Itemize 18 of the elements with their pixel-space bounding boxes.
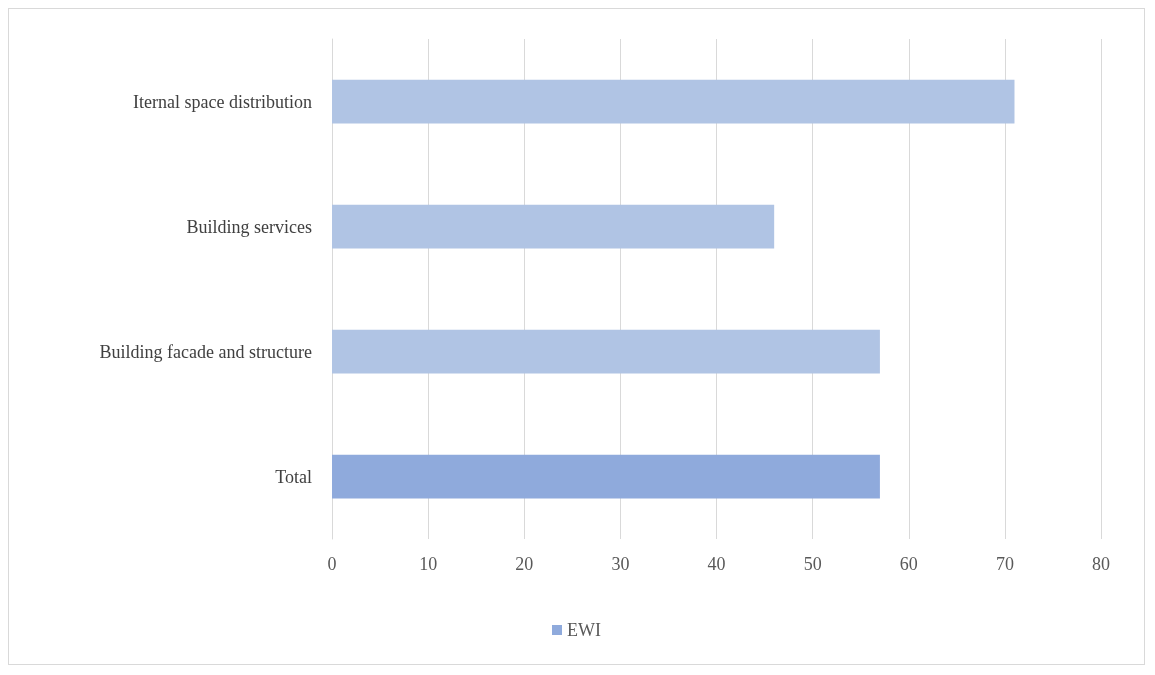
y-tick-label: Iternal space distribution [133, 91, 312, 112]
x-tick-label: 30 [611, 554, 630, 574]
bar [332, 79, 1015, 124]
x-tick-label: 40 [707, 554, 726, 574]
x-tick-label: 10 [419, 554, 438, 574]
x-tick-label: 80 [1092, 554, 1110, 574]
x-tick-label: 60 [899, 554, 918, 574]
y-tick-label: Building facade and structure [99, 341, 312, 362]
x-tick-label: 20 [515, 554, 534, 574]
bar [332, 204, 775, 249]
bar [332, 454, 880, 499]
legend-label: EWI [567, 620, 601, 640]
y-tick-label: Total [275, 466, 312, 487]
x-tick-label: 50 [803, 554, 822, 574]
x-tick-label: 70 [995, 554, 1014, 574]
y-tick-label: Building services [186, 216, 312, 237]
x-tick-label: 0 [327, 554, 337, 574]
bar [332, 329, 880, 374]
